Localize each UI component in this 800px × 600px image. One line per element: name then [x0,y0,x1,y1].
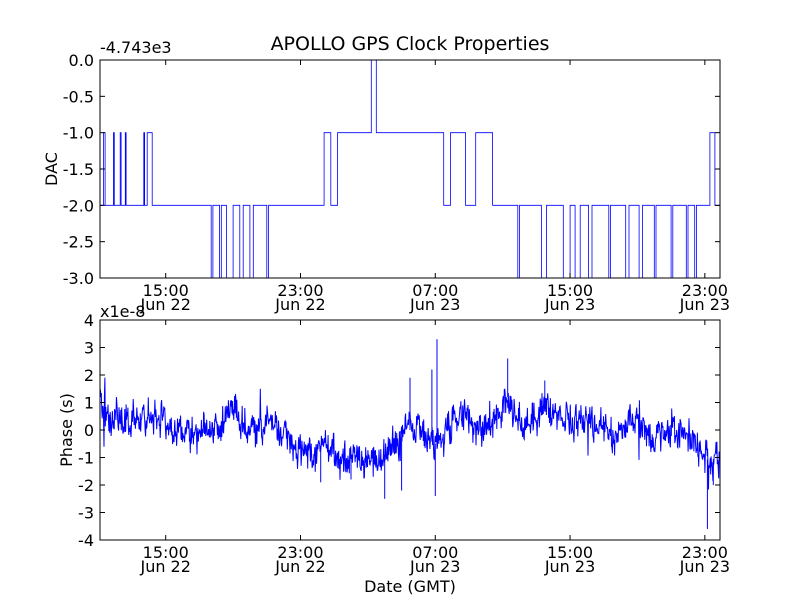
y-tick-label: -2.0 [63,196,94,215]
chart-title: APOLLO GPS Clock Properties [271,33,550,55]
y-tick-label: 4 [84,311,94,330]
x-tick-date-label: Jun 23 [409,557,460,576]
y-tick-label: 2 [84,366,94,385]
phase-y-axis-label: Phase (s) [57,393,76,467]
x-tick-time-label: 15:00 [547,543,593,562]
x-tick-date-label: Jun 23 [544,295,595,314]
x-tick-time-label: 07:00 [412,543,458,562]
y-tick-label: -1.5 [63,160,94,179]
dac-offset-label: -4.743e3 [100,38,172,57]
y-tick-label: -1 [78,449,94,468]
x-tick-date-label: Jun 22 [274,557,325,576]
phase-offset-label: x1e-8 [100,302,145,321]
x-tick-time-label: 23:00 [682,543,728,562]
dac-series-group [100,59,720,279]
x-tick-date-label: Jun 23 [679,295,730,314]
y-tick-label: -3 [78,504,94,523]
y-tick-label: -0.5 [63,87,94,106]
y-tick-label: -1.0 [63,124,94,143]
y-tick-label: 0.0 [69,51,94,70]
y-tick-label: -3.0 [63,269,94,288]
phase-x-axis-label: Date (GMT) [364,577,456,596]
y-tick-label: -4 [78,531,94,550]
dac-y-axis-label: DAC [42,152,61,186]
x-tick-time-label: 23:00 [277,281,323,300]
y-tick-label: 0 [84,421,94,440]
x-tick-time-label: 23:00 [682,281,728,300]
y-tick-label: -2 [78,476,94,495]
x-tick-date-label: Jun 22 [139,557,190,576]
x-tick-date-label: Jun 23 [544,557,595,576]
x-tick-date-label: Jun 23 [409,295,460,314]
x-tick-date-label: Jun 22 [139,295,190,314]
dac-series-line [100,59,720,279]
phase-series-group [99,339,721,529]
x-tick-date-label: Jun 23 [679,557,730,576]
x-tick-time-label: 23:00 [277,543,323,562]
y-tick-label: -2.5 [63,233,94,252]
x-tick-time-label: 15:00 [143,281,189,300]
x-tick-date-label: Jun 22 [274,295,325,314]
x-tick-time-label: 07:00 [412,281,458,300]
y-tick-label: 3 [84,339,94,358]
y-tick-label: 1 [84,394,94,413]
x-tick-time-label: 15:00 [547,281,593,300]
x-tick-time-label: 15:00 [143,543,189,562]
